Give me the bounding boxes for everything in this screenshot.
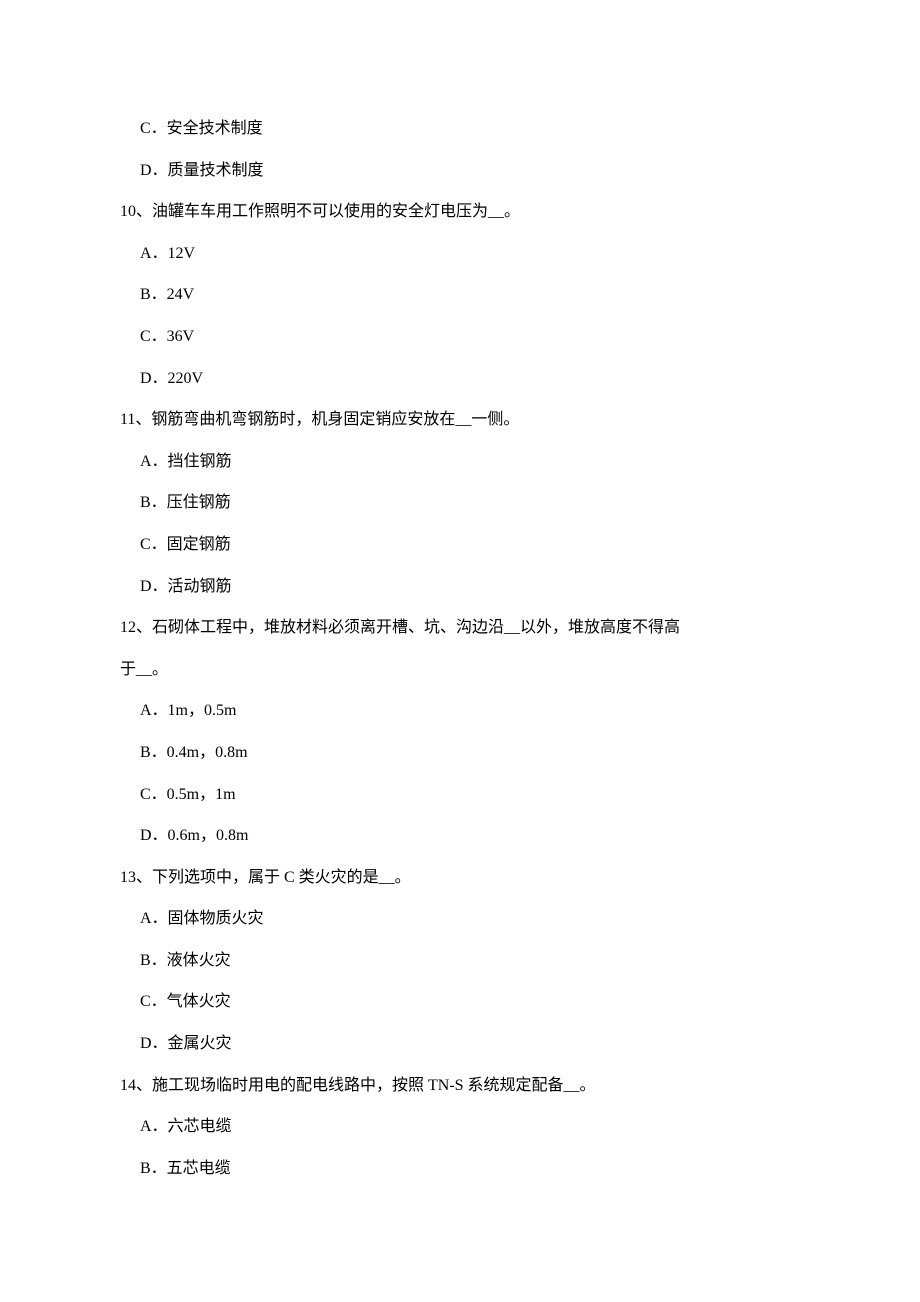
question-text: 13、下列选项中，属于 C 类火灾的是__。: [120, 857, 800, 899]
question-text: 11、钢筋弯曲机弯钢筋时，机身固定销应安放在__一侧。: [120, 399, 800, 441]
answer-option: A．1m，0.5m: [120, 690, 800, 732]
answer-option: C．36V: [120, 316, 800, 358]
answer-option: A．固体物质火灾: [120, 898, 800, 940]
answer-option: D．活动钢筋: [120, 566, 800, 608]
answer-option: B．液体火灾: [120, 940, 800, 982]
question-text: 10、油罐车车用工作照明不可以使用的安全灯电压为__。: [120, 191, 800, 233]
answer-option: B．压住钢筋: [120, 482, 800, 524]
page-content: C．安全技术制度D．质量技术制度10、油罐车车用工作照明不可以使用的安全灯电压为…: [0, 0, 920, 1302]
answer-option: D．质量技术制度: [120, 150, 800, 192]
answer-option: D．220V: [120, 358, 800, 400]
answer-option: D．金属火灾: [120, 1023, 800, 1065]
question-text: 于__。: [120, 649, 800, 691]
answer-option: B．五芯电缆: [120, 1148, 800, 1190]
answer-option: C．0.5m，1m: [120, 774, 800, 816]
answer-option: A．六芯电缆: [120, 1106, 800, 1148]
answer-option: D．0.6m，0.8m: [120, 815, 800, 857]
question-text: 14、施工现场临时用电的配电线路中，按照 TN-S 系统规定配备__。: [120, 1065, 800, 1107]
answer-option: C．固定钢筋: [120, 524, 800, 566]
answer-option: B．0.4m，0.8m: [120, 732, 800, 774]
question-text: 12、石砌体工程中，堆放材料必须离开槽、坑、沟边沿__以外，堆放高度不得高: [120, 607, 800, 649]
answer-option: B．24V: [120, 274, 800, 316]
answer-option: A．挡住钢筋: [120, 441, 800, 483]
answer-option: C．气体火灾: [120, 981, 800, 1023]
answer-option: C．安全技术制度: [120, 108, 800, 150]
answer-option: A．12V: [120, 233, 800, 275]
